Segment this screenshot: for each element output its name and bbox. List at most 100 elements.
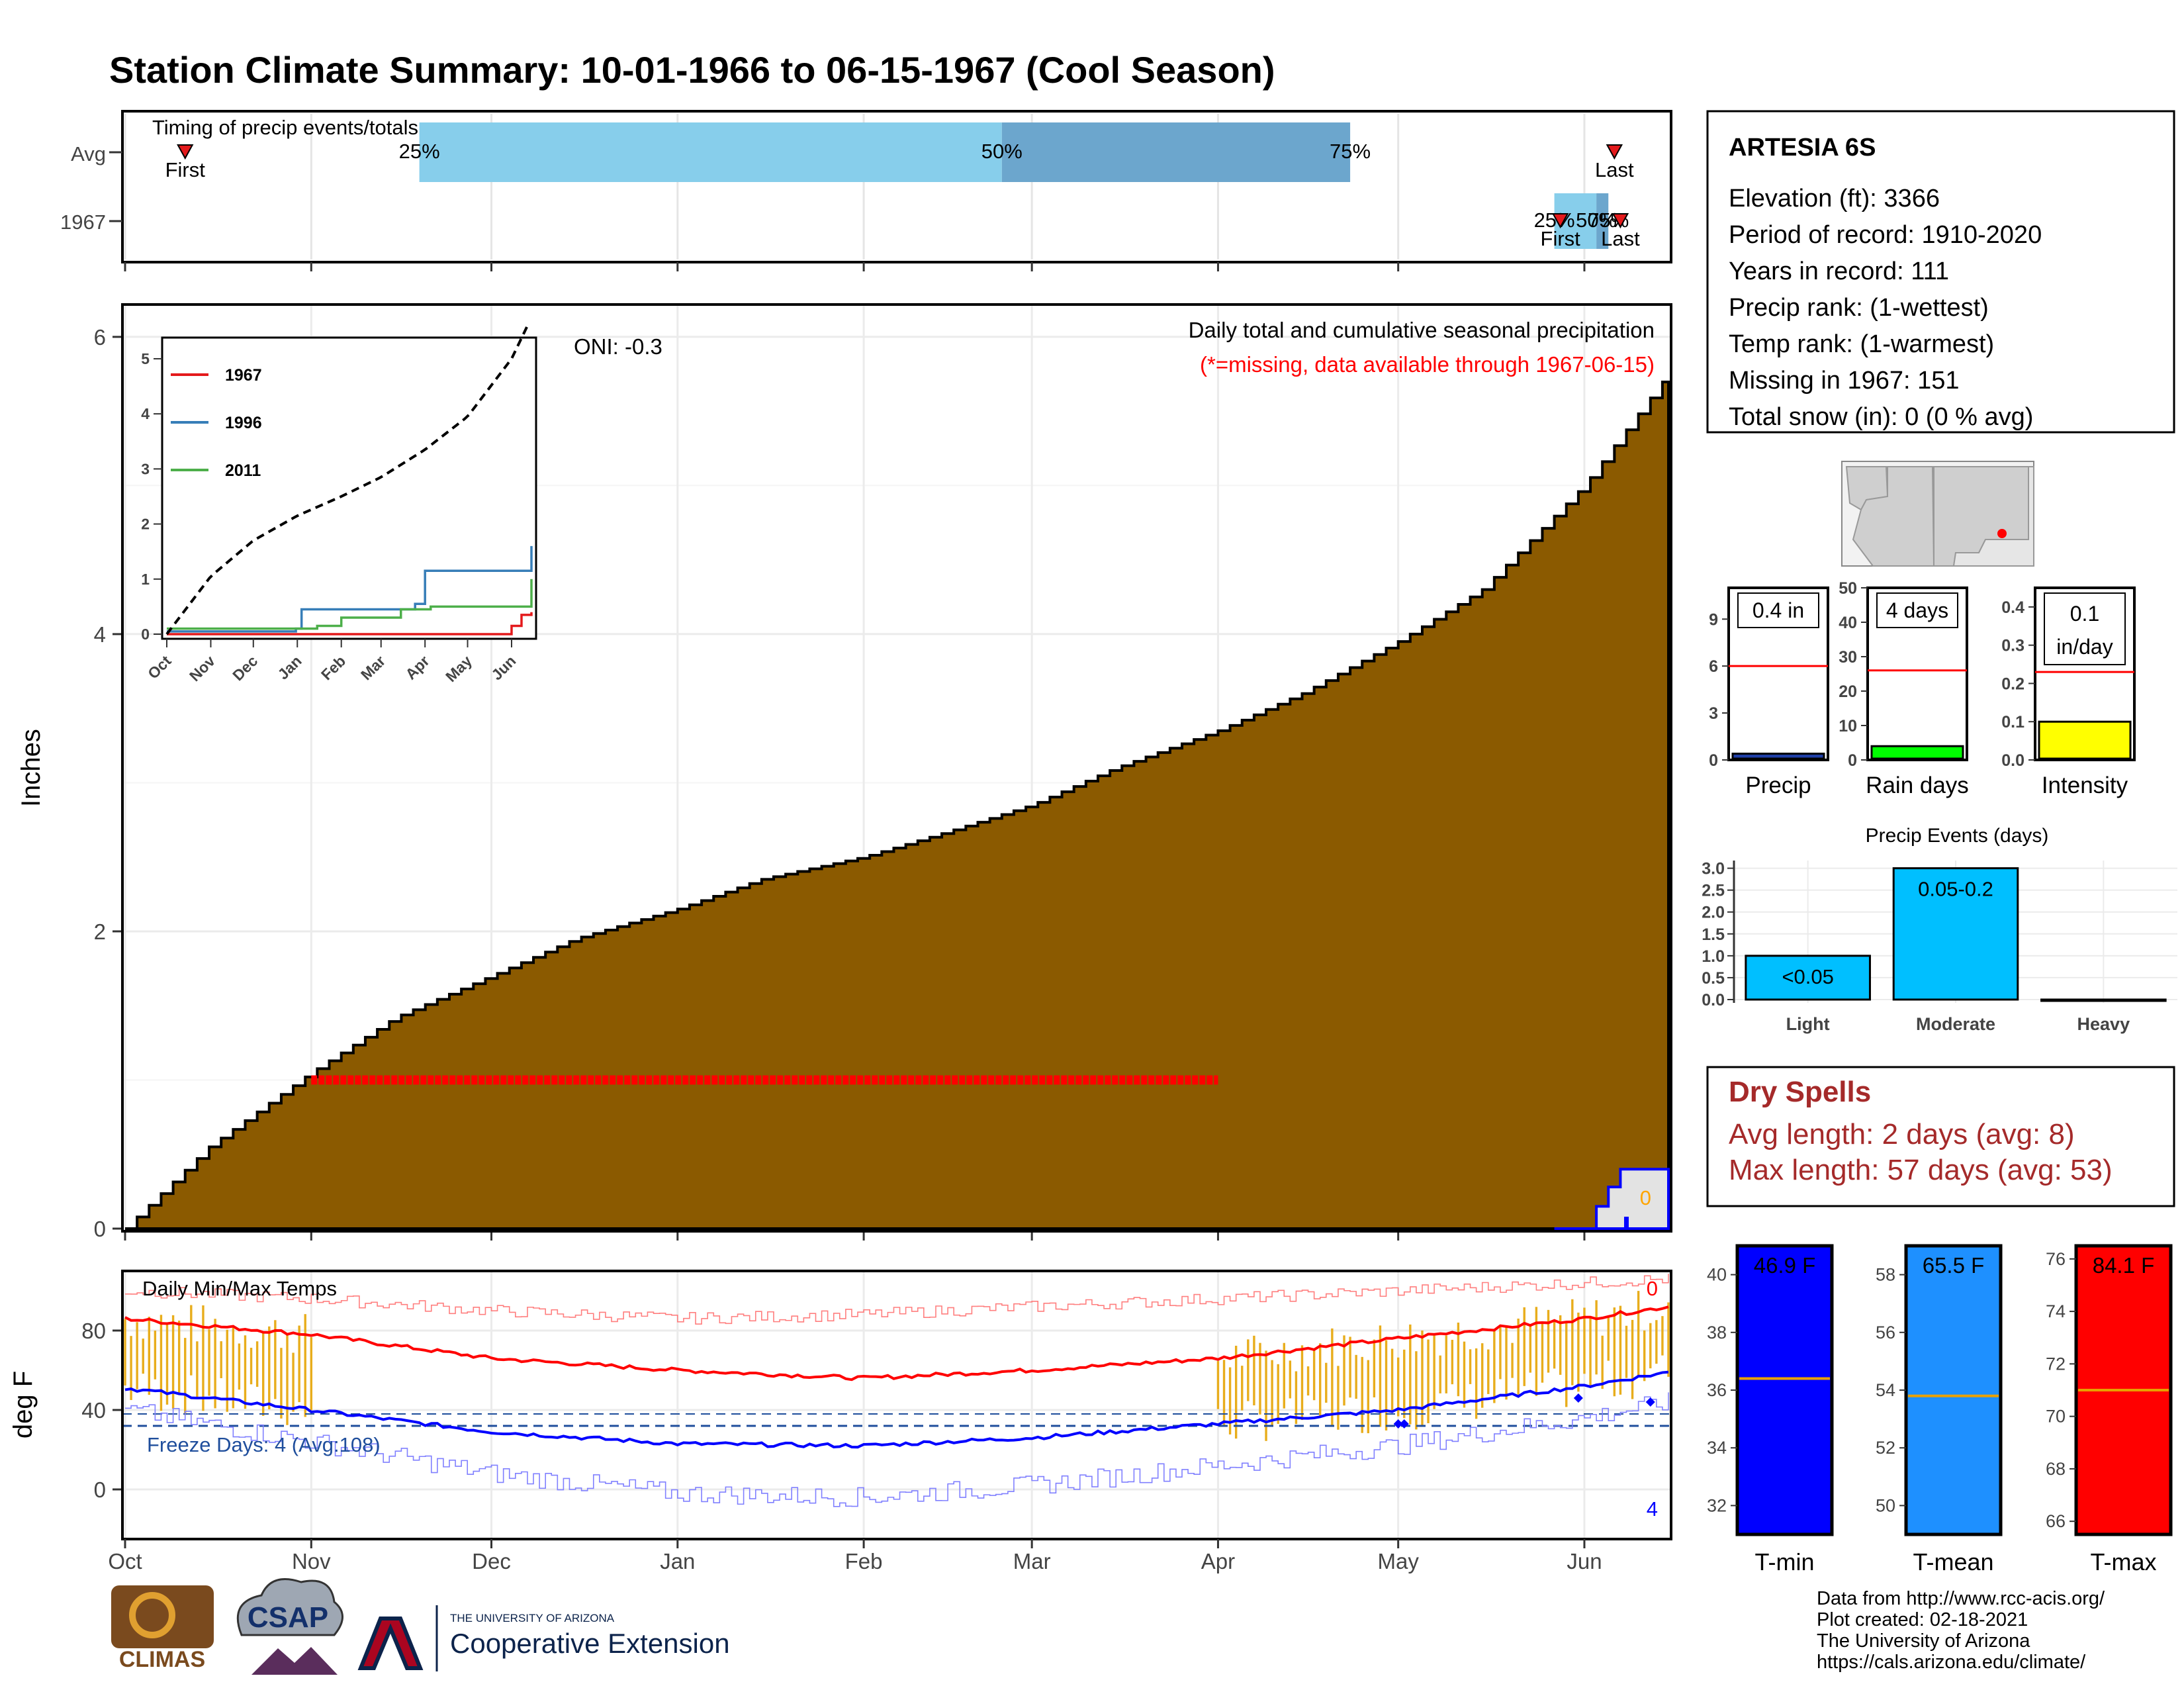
temp-data — [122, 1274, 1671, 1507]
daily-temp-range-bar — [1469, 1349, 1472, 1384]
events-ytick-label: 0.5 — [1702, 969, 1725, 988]
daily-temp-range-bar — [1373, 1339, 1376, 1397]
daily-temp-range-bar — [1355, 1354, 1357, 1399]
temp-month-label: May — [1378, 1549, 1420, 1573]
daily-temp-range-bar — [1529, 1326, 1531, 1373]
daily-temp-range-bar — [1475, 1348, 1478, 1419]
daily-temp-range-bar — [238, 1343, 241, 1390]
temp-bar-ytick-label: 52 — [1876, 1438, 1895, 1458]
daily-temp-range-bar — [1390, 1348, 1394, 1411]
freeze-day-marker — [1645, 1397, 1655, 1407]
credit-line-2: Plot created: 02-18-2021 — [1817, 1609, 2028, 1630]
temp-month-label: Nov — [292, 1549, 331, 1573]
temp-bar-ytick-label: 50 — [1876, 1495, 1895, 1515]
station-line-temp-rank: Temp rank: (1-warmest) — [1729, 330, 1994, 358]
temp-bar-value-label: 65.5 F — [1923, 1253, 1985, 1278]
daily-temp-range-bar — [136, 1322, 138, 1389]
daily-temp-range-bar — [310, 1337, 312, 1411]
mini-bar-panels: 0 3 6 9 0.4 in Precip 0 10 20 30 40 50 4 days Rain da… — [1709, 579, 2136, 798]
locator-map — [1841, 461, 2034, 567]
mini-bar-label-unit: in/day — [2056, 635, 2113, 659]
daily-temp-range-bar — [1247, 1339, 1250, 1401]
daily-temp-range-bar — [1511, 1342, 1514, 1378]
mini-bar-ytick-label: 0.2 — [2001, 675, 2025, 693]
mini-bar-value — [2038, 720, 2132, 760]
daily-temp-range-bar — [1253, 1335, 1255, 1406]
daily-temp-range-bar — [184, 1338, 187, 1415]
station-info: ARTESIA 6S Elevation (ft): 3366 Period o… — [1706, 110, 2175, 434]
station-line-elevation: Elevation (ft): 3366 — [1729, 185, 1940, 212]
temp-bar-panel-t-max: 66 68 70 72 74 76 84.1 F T-max — [2046, 1244, 2173, 1575]
credit-line-4: https://cals.arizona.edu/climate/ — [1817, 1652, 2086, 1673]
daily-temp-range-bar — [1259, 1342, 1261, 1415]
daily-temp-range-bar — [1631, 1319, 1634, 1399]
daily-temp-range-bar — [1553, 1319, 1556, 1369]
temp-bar-ytick-label: 68 — [2046, 1459, 2066, 1479]
daily-temp-range-bar — [1349, 1336, 1351, 1398]
daily-temp-range-bar — [1649, 1323, 1652, 1369]
daily-temp-range-bar — [1343, 1335, 1345, 1406]
daily-temp-range-bar — [1283, 1342, 1285, 1409]
dry-spells-frame — [1706, 1066, 2175, 1207]
inset-ytick-label: 5 — [141, 350, 150, 367]
daily-temp-range-bar — [1637, 1291, 1640, 1377]
daily-temp-range-bar — [1571, 1299, 1574, 1385]
daily-temp-range-bar — [1595, 1300, 1598, 1375]
mini-bar-ytick-label: 40 — [1839, 614, 1857, 632]
daily-temp-range-bar — [1487, 1349, 1490, 1394]
daily-temp-range-bar — [165, 1322, 169, 1405]
avg-q50-q75-bar — [1001, 122, 1351, 182]
precip-ytick-label: 0 — [94, 1217, 106, 1241]
daily-temp-range-bar — [1439, 1355, 1441, 1393]
events-bar-moderate — [1892, 867, 2019, 1001]
daily-temp-range-bar — [1277, 1364, 1279, 1425]
freeze-days-label: Freeze Days: 4 (Avg:108) — [147, 1433, 381, 1456]
daily-temp-range-bar — [148, 1317, 150, 1395]
daily-temp-range-bar — [1337, 1366, 1340, 1430]
inset-legend: 1967 1996 2011 — [171, 366, 262, 480]
daily-temp-range-bar — [1271, 1360, 1273, 1427]
temp-bar-axis-label: T-max — [2090, 1548, 2156, 1575]
inset-ytick-label: 3 — [141, 460, 150, 477]
precip-data — [125, 381, 1670, 1230]
temp-bar-axis-label: T-min — [1755, 1548, 1815, 1575]
station-info-frame — [1706, 110, 2175, 434]
daily-temp-range-bar — [1265, 1350, 1267, 1441]
daily-temp-range-bar — [190, 1305, 193, 1376]
mini-bar-panel-intensity: 0.0 0.1 0.2 0.3 0.4 0.1 in/day Intensity — [2001, 586, 2136, 798]
daily-temp-range-bar — [159, 1315, 163, 1411]
daily-temp-range-bar — [286, 1335, 289, 1425]
daily-temp-range-bar — [1451, 1339, 1454, 1385]
daily-temp-range-bar — [208, 1329, 210, 1396]
events-ytick-label: 0.0 — [1702, 991, 1725, 1009]
map-state-arizona — [1852, 466, 1935, 567]
timing-panel: Timing of precip events/totals Avg 1967 … — [60, 110, 1672, 271]
temp-bg — [122, 1271, 1671, 1539]
daily-temp-range-bar — [1601, 1335, 1604, 1389]
precip-corner-value: 0 — [1640, 1186, 1651, 1209]
daily-temp-range-bar — [1379, 1325, 1382, 1427]
daily-temp-range-bar — [142, 1338, 144, 1374]
station-line-years: Years in record: 111 — [1729, 258, 1949, 285]
legend-label-1967: 1967 — [225, 366, 262, 385]
precip-ytick-label: 4 — [94, 622, 106, 647]
mini-bar-ytick-label: 50 — [1839, 579, 1857, 598]
events-bar-light — [1745, 955, 1871, 1001]
temp-bar-value-label: 46.9 F — [1754, 1253, 1816, 1278]
precip-ytick-label: 2 — [94, 919, 106, 944]
timing-label: Timing of precip events/totals — [152, 116, 418, 139]
temp-top-count: 0 — [1647, 1277, 1658, 1300]
avg-first-marker — [177, 144, 194, 160]
daily-temp-range-bar — [1565, 1323, 1568, 1407]
daily-temp-range-bar — [250, 1348, 253, 1385]
daily-temp-range-bar — [304, 1314, 306, 1417]
temp-month-label: Mar — [1013, 1549, 1051, 1573]
mini-bar-ytick-label: 30 — [1839, 648, 1857, 667]
csap-cloud-icon — [236, 1578, 343, 1636]
precip-frame — [121, 303, 1672, 1233]
mini-bar-label-box — [2044, 592, 2126, 665]
daily-temp-range-bar — [1457, 1323, 1460, 1397]
